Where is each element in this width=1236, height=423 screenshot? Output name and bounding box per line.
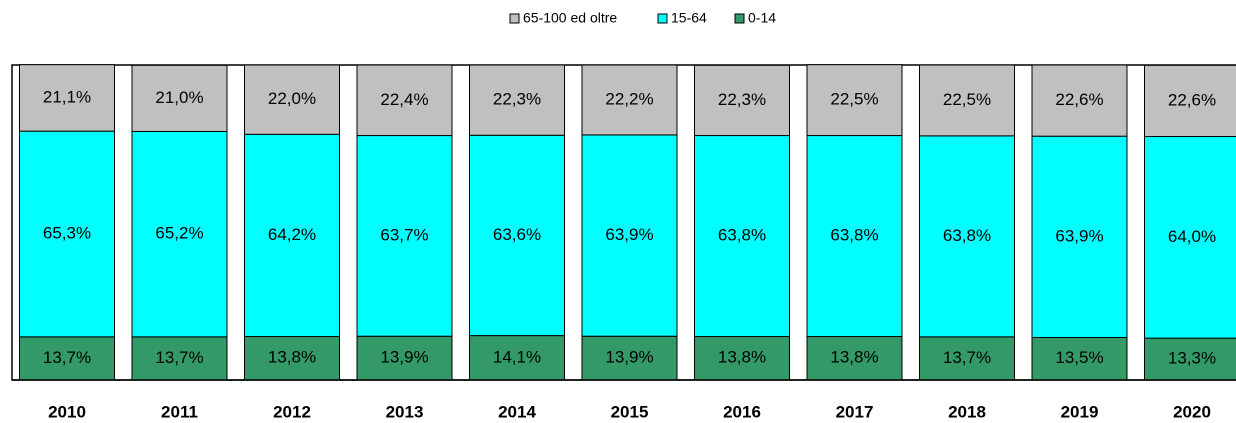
bar-segment	[1031, 336, 1128, 381]
bar-segment	[469, 64, 565, 136]
bar-segment	[356, 135, 453, 337]
x-tick-label: 2015	[611, 402, 649, 421]
data-label: 64,0%	[1168, 227, 1216, 246]
x-tick-label: 2020	[1173, 402, 1211, 421]
bar-segment	[131, 130, 228, 338]
data-label: 22,6%	[1168, 90, 1216, 109]
data-label: 22,5%	[830, 90, 878, 109]
data-label: 22,6%	[1055, 90, 1103, 109]
data-label: 13,7%	[155, 348, 203, 367]
bar-segment	[469, 134, 565, 337]
x-tick-label: 2011	[161, 402, 198, 421]
bar-segment	[1144, 136, 1236, 339]
data-label: 63,8%	[943, 226, 991, 245]
bar-segment	[806, 64, 903, 137]
legend-swatch	[657, 13, 668, 24]
data-label: 13,3%	[1168, 349, 1216, 368]
data-label: 64,2%	[268, 225, 316, 244]
data-label: 13,5%	[1055, 348, 1103, 367]
data-label: 22,0%	[268, 89, 316, 108]
data-label: 13,8%	[718, 348, 766, 367]
bar-segment	[356, 64, 453, 137]
x-tick-label: 2018	[948, 402, 986, 421]
bar-segment	[919, 336, 1015, 381]
data-label: 13,9%	[380, 348, 428, 367]
bar-segment	[131, 64, 228, 132]
data-label: 63,9%	[1055, 226, 1103, 245]
bar-segment	[581, 335, 678, 381]
bar-segment	[694, 336, 790, 381]
bar-segment	[244, 64, 340, 135]
data-label: 63,6%	[493, 225, 541, 244]
legend-swatch	[509, 13, 520, 24]
bar-segment	[919, 64, 1015, 137]
data-label: 22,4%	[380, 90, 428, 109]
data-label: 22,3%	[493, 90, 541, 109]
data-label: 63,9%	[605, 225, 653, 244]
bar-segment	[581, 134, 678, 337]
x-tick-label: 2013	[386, 402, 424, 421]
data-label: 65,3%	[43, 223, 91, 242]
x-tick-label: 2019	[1061, 402, 1099, 421]
data-label: 21,0%	[155, 88, 203, 107]
data-label: 22,5%	[943, 90, 991, 109]
bar-segment	[1031, 64, 1128, 137]
data-label: 13,9%	[605, 348, 653, 367]
legend-swatch	[734, 13, 745, 24]
bar-segment	[581, 64, 678, 136]
x-tick-label: 2010	[48, 402, 86, 421]
bar-segment	[19, 64, 115, 132]
data-label: 13,7%	[43, 348, 91, 367]
data-label: 63,8%	[830, 226, 878, 245]
bar-segment	[806, 336, 903, 381]
legend-label: 65-100 ed oltre	[523, 10, 617, 26]
x-tick-label: 2012	[273, 402, 311, 421]
bar-segment	[244, 336, 340, 381]
x-tick-label: 2017	[836, 402, 874, 421]
data-label: 63,8%	[718, 226, 766, 245]
data-label: 63,7%	[380, 225, 428, 244]
data-label: 21,1%	[43, 87, 91, 106]
bar-segment	[131, 336, 228, 381]
bar-segment	[694, 64, 790, 137]
x-tick-label: 2016	[723, 402, 761, 421]
bar-segment	[1144, 64, 1236, 138]
x-tick-label: 2014	[498, 402, 536, 421]
bar-segment	[919, 135, 1015, 338]
data-label: 13,7%	[943, 348, 991, 367]
data-label: 22,2%	[605, 89, 653, 108]
bar-segment	[694, 135, 790, 338]
data-label: 65,2%	[155, 224, 203, 243]
legend-label: 15-64	[671, 10, 707, 26]
data-label: 14,1%	[493, 347, 541, 366]
bar-segment	[19, 336, 115, 381]
data-label: 13,8%	[268, 348, 316, 367]
data-label: 13,8%	[830, 348, 878, 367]
legend-label: 0-14	[748, 10, 776, 26]
data-label: 22,3%	[718, 90, 766, 109]
bar-segment	[19, 130, 115, 338]
bar-segment	[244, 133, 340, 338]
